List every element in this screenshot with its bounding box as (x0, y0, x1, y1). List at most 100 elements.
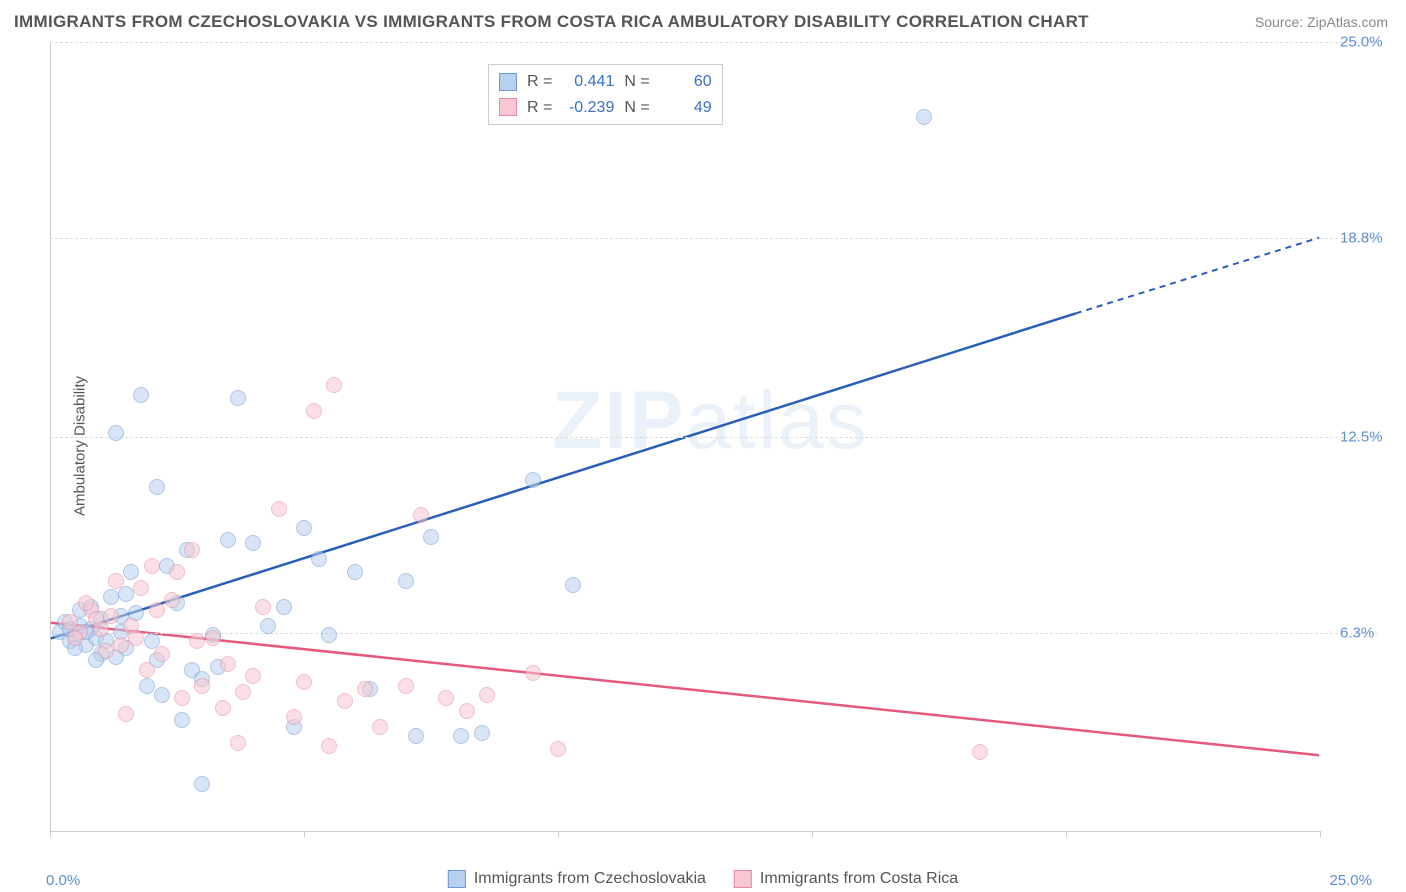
data-point (408, 728, 424, 744)
data-point (306, 403, 322, 419)
data-point (164, 592, 180, 608)
gridline (50, 238, 1378, 239)
swatch-series-1 (448, 870, 466, 888)
data-point (230, 735, 246, 751)
x-tick (304, 831, 305, 837)
n-value-1: 60 (658, 69, 712, 95)
data-point (235, 684, 251, 700)
data-point (398, 573, 414, 589)
data-point (357, 681, 373, 697)
x-tick (50, 831, 51, 837)
data-point (438, 690, 454, 706)
data-point (78, 595, 94, 611)
data-point (245, 535, 261, 551)
scatter-plot: ZIPatlas R = 0.441 N = 60 R = -0.239 N =… (50, 42, 1320, 832)
data-point (550, 741, 566, 757)
data-point (149, 602, 165, 618)
data-point (525, 665, 541, 681)
data-point (286, 709, 302, 725)
data-point (372, 719, 388, 735)
data-point (184, 542, 200, 558)
source-label: Source: ZipAtlas.com (1255, 14, 1388, 30)
data-point (296, 674, 312, 690)
data-point (149, 479, 165, 495)
data-point (118, 706, 134, 722)
chart-title: IMMIGRANTS FROM CZECHOSLOVAKIA VS IMMIGR… (14, 12, 1089, 32)
data-point (916, 109, 932, 125)
gridline (50, 42, 1378, 43)
r-label: R = (527, 95, 552, 121)
x-tick (558, 831, 559, 837)
r-value-2: -0.239 (560, 95, 614, 121)
x-max-label: 25.0% (1329, 872, 1372, 889)
series-2-label: Immigrants from Costa Rica (760, 870, 958, 888)
data-point (169, 564, 185, 580)
data-point (474, 725, 490, 741)
series-legend: Immigrants from Czechoslovakia Immigrant… (448, 870, 958, 888)
correlation-legend: R = 0.441 N = 60 R = -0.239 N = 49 (488, 64, 723, 125)
legend-row-series-2: R = -0.239 N = 49 (499, 95, 712, 121)
data-point (67, 630, 83, 646)
data-point (108, 573, 124, 589)
data-point (139, 678, 155, 694)
data-point (113, 637, 129, 653)
x-tick (1320, 831, 1321, 837)
data-point (276, 599, 292, 615)
data-point (220, 532, 236, 548)
legend-item-1: Immigrants from Czechoslovakia (448, 870, 706, 888)
gridline (50, 633, 1378, 634)
swatch-series-2 (734, 870, 752, 888)
watermark-bold: ZIP (552, 375, 686, 466)
data-point (194, 678, 210, 694)
data-point (139, 662, 155, 678)
data-point (123, 564, 139, 580)
data-point (423, 529, 439, 545)
legend-row-series-1: R = 0.441 N = 60 (499, 69, 712, 95)
data-point (118, 586, 134, 602)
data-point (321, 738, 337, 754)
r-value-1: 0.441 (560, 69, 614, 95)
x-tick (1066, 831, 1067, 837)
data-point (174, 712, 190, 728)
data-point (174, 690, 190, 706)
data-point (88, 611, 104, 627)
data-point (189, 633, 205, 649)
gridline (50, 437, 1378, 438)
data-point (230, 390, 246, 406)
data-point (453, 728, 469, 744)
data-point (220, 656, 236, 672)
data-point (108, 425, 124, 441)
data-point (525, 472, 541, 488)
n-label: N = (624, 69, 649, 95)
data-point (271, 501, 287, 517)
swatch-series-2 (499, 98, 517, 116)
data-point (255, 599, 271, 615)
data-point (296, 520, 312, 536)
legend-item-2: Immigrants from Costa Rica (734, 870, 958, 888)
swatch-series-1 (499, 73, 517, 91)
r-label: R = (527, 69, 552, 95)
watermark-rest: atlas (686, 375, 869, 466)
data-point (972, 744, 988, 760)
data-point (398, 678, 414, 694)
x-min-label: 0.0% (46, 872, 80, 889)
data-point (321, 627, 337, 643)
data-point (413, 507, 429, 523)
n-value-2: 49 (658, 95, 712, 121)
data-point (103, 608, 119, 624)
data-point (205, 630, 221, 646)
data-point (245, 668, 261, 684)
data-point (311, 551, 327, 567)
data-point (347, 564, 363, 580)
data-point (154, 687, 170, 703)
x-tick (812, 831, 813, 837)
data-point (565, 577, 581, 593)
data-point (194, 776, 210, 792)
data-point (154, 646, 170, 662)
series-1-label: Immigrants from Czechoslovakia (474, 870, 706, 888)
data-point (337, 693, 353, 709)
data-point (459, 703, 475, 719)
data-point (133, 580, 149, 596)
data-point (103, 589, 119, 605)
data-point (326, 377, 342, 393)
